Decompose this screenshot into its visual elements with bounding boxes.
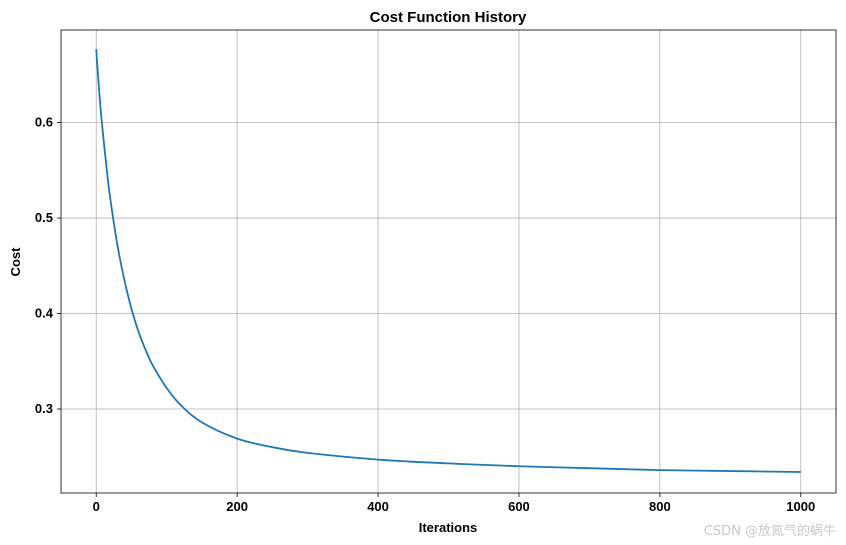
grid: [61, 30, 836, 493]
y-axis-ticks: 0.3 0.4 0.5 0.6: [35, 115, 61, 416]
cost-line: [95, 49, 801, 473]
plot-area: [61, 30, 836, 493]
x-tick-label: 200: [226, 499, 248, 514]
x-axis-label: Iterations: [419, 520, 478, 535]
y-tick-label: 0.3: [35, 401, 53, 416]
chart-title: Cost Function History: [370, 9, 527, 26]
x-tick-label: 800: [649, 499, 671, 514]
plot-frame: [60, 29, 837, 494]
series-layer: [95, 49, 801, 473]
y-tick-label: 0.5: [35, 210, 53, 225]
x-tick-label: 400: [367, 499, 389, 514]
watermark: CSDN @放氮气的蜗牛: [703, 524, 836, 539]
x-tick-label: 600: [508, 499, 530, 514]
x-tick-label: 1000: [786, 499, 815, 514]
y-tick-label: 0.6: [35, 115, 53, 130]
y-tick-label: 0.4: [35, 306, 54, 321]
x-tick-label: 0: [93, 499, 100, 514]
y-axis-label: Cost: [8, 247, 23, 277]
x-axis-ticks: 0 200 400 600 800 1000: [93, 493, 815, 514]
